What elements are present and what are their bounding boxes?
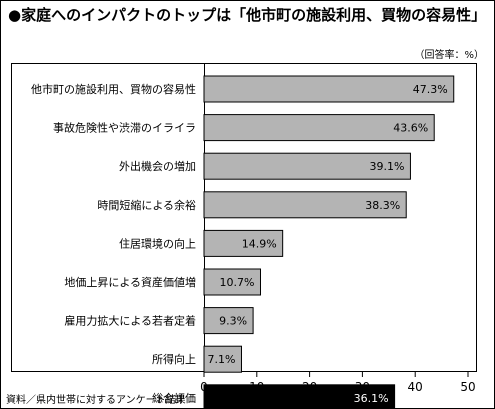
chart-title: ●家庭へのインパクトのトップは「他市町の施設利用、買物の容易性」 <box>8 6 486 24</box>
category-label: 住居環境の向上 <box>119 236 196 250</box>
bar-value-label: 14.9% <box>242 237 277 250</box>
category-label: 雇用力拡大による若者定着 <box>64 314 196 328</box>
category-labels: 他市町の施設利用、買物の容易性事故危険性や渋滞のイライラ外出機会の増加時間短縮に… <box>31 82 196 405</box>
x-tick-label: 40 <box>408 380 423 394</box>
category-label: 外出機会の増加 <box>119 159 196 173</box>
bar <box>203 268 261 296</box>
bar <box>203 152 411 180</box>
x-tick-label: 30 <box>355 380 370 394</box>
x-tick-label: 0 <box>200 380 208 394</box>
bars <box>203 75 455 409</box>
x-tick-label: 50 <box>460 380 475 394</box>
category-label: 所得向上 <box>152 352 196 366</box>
x-tick-label: 20 <box>302 380 317 394</box>
category-label: 事故危険性や渋滞のイライラ <box>53 121 196 135</box>
bar <box>203 345 242 373</box>
x-tick-label: 10 <box>249 380 264 394</box>
bar-value-label: 43.6% <box>393 122 428 135</box>
bar <box>203 307 254 335</box>
category-label: 他市町の施設利用、買物の容易性 <box>31 82 196 96</box>
plot-frame <box>11 63 477 372</box>
x-axis-ticks: 0 10 20 30 40 50 <box>200 372 476 394</box>
value-labels: 47.3% 43.6% 39.1% 38.3% 14.9% 10.7% 9.3% 7.1% 36… <box>208 83 448 405</box>
bar-value-label: 47.3% <box>413 83 448 96</box>
bar <box>203 75 455 103</box>
category-label: 時間短縮による余裕 <box>97 198 196 212</box>
bar <box>203 114 435 142</box>
category-label: 総合評価 <box>152 391 196 405</box>
bar-value-label: 9.3% <box>219 315 247 328</box>
source-note: 資料／県内世帯に対するアンケート結果 <box>6 393 186 406</box>
bar-value-label: 39.1% <box>369 160 404 173</box>
bar-value-label: 38.3% <box>365 199 400 212</box>
bar-value-label: 7.1% <box>208 353 236 366</box>
bar <box>203 384 396 409</box>
bar <box>203 191 407 219</box>
bar <box>203 229 284 257</box>
bar-value-label: 10.7% <box>220 276 255 289</box>
bar-value-label: 36.1% <box>354 392 389 405</box>
category-label: 地価上昇による資産価値増 <box>64 276 196 289</box>
unit-note: （回答率：%） <box>414 48 484 61</box>
